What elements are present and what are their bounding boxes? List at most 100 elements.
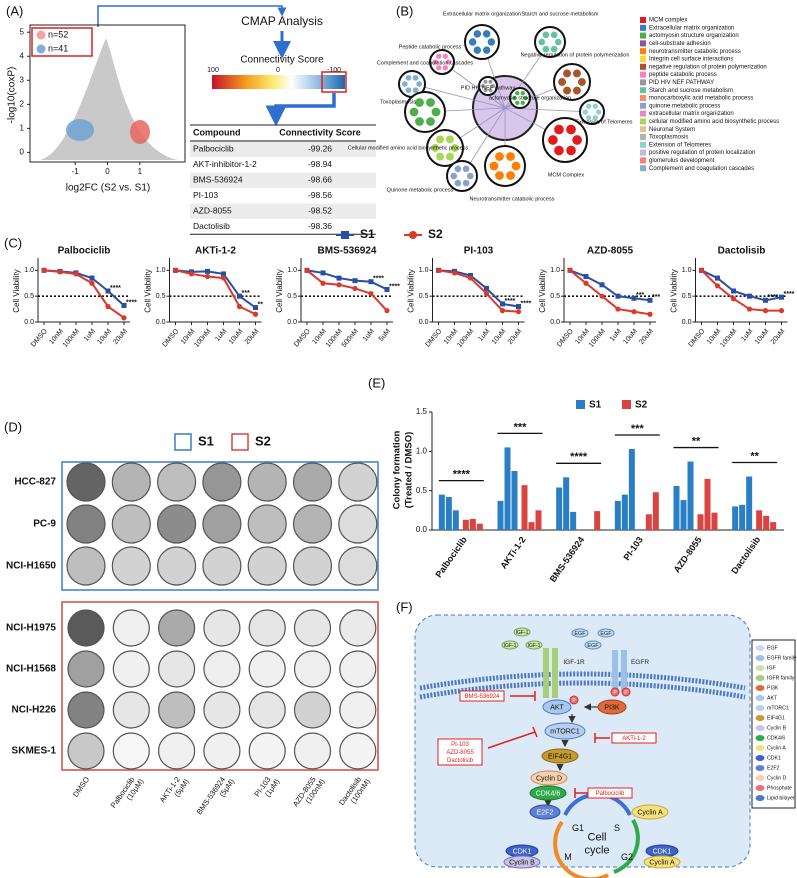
bar [497, 500, 504, 530]
s2-frame [61, 601, 379, 771]
node [538, 38, 546, 46]
cluster [484, 145, 526, 187]
bar [645, 514, 652, 530]
series-line [700, 269, 782, 312]
cluster [542, 117, 588, 163]
receptor [552, 648, 558, 698]
point [762, 308, 769, 314]
point [368, 279, 374, 285]
node [515, 100, 520, 105]
node [445, 135, 454, 144]
flow-arrow [265, 93, 336, 127]
legend-swatch [640, 126, 646, 133]
node [436, 53, 442, 59]
table-header: Compound [193, 127, 241, 137]
x-tick-label: 100nM [588, 328, 607, 349]
significance: **** [570, 451, 588, 463]
table-cell: -98.52 [308, 205, 332, 215]
receptor [543, 648, 549, 698]
plate [293, 609, 332, 647]
x-tick-label: 10uM [754, 328, 771, 346]
significance: *** [631, 423, 645, 435]
legend-label: EIF4G1 [767, 715, 785, 721]
y-tick-label: 1 [20, 123, 25, 132]
x-tick-label: AKTi-1-2 [498, 535, 527, 571]
legend-marker [409, 231, 417, 239]
node [554, 145, 564, 156]
point [220, 275, 227, 281]
point [731, 288, 736, 294]
bar [504, 447, 511, 530]
x-tick-label: 5uM [378, 328, 392, 343]
cluster [478, 76, 498, 96]
chart-title: AZD-8055 [587, 246, 634, 257]
x-tick-label: Palbociclib [433, 534, 469, 579]
node [450, 144, 459, 152]
pathway-label: AKT [550, 704, 564, 711]
cluster-label: Quinone metabolic process [387, 187, 454, 193]
bar [511, 471, 518, 530]
point [336, 282, 342, 288]
bar [614, 500, 621, 530]
legend-swatch [640, 102, 646, 109]
bar [476, 523, 483, 530]
bar [697, 514, 704, 530]
point [714, 283, 721, 289]
legend-swatch [640, 95, 646, 101]
legend-swatch [640, 40, 646, 47]
cluster-label: Complement and coagulation cascades [377, 60, 474, 66]
x-tick-label: 1uM [83, 328, 97, 343]
legend-icon [755, 685, 765, 691]
x-tick-label: 500nM [341, 328, 360, 349]
significance: *** [514, 421, 528, 433]
legend-label: Toxoplasmosis [649, 135, 688, 141]
node [582, 109, 589, 115]
point [567, 267, 573, 273]
series-line [306, 269, 388, 291]
point [500, 301, 505, 307]
molecule [513, 627, 531, 637]
x-tick-label: 100nM [719, 328, 738, 349]
node [473, 46, 482, 54]
node [550, 31, 558, 39]
y-tick-label: 1.5 [416, 407, 428, 416]
bar [739, 504, 746, 530]
bar [746, 476, 753, 530]
significance: **** [784, 291, 795, 298]
node [426, 117, 435, 126]
s1-frame [61, 461, 379, 591]
legend-label: EGFR family [767, 655, 797, 661]
plate [112, 732, 150, 770]
significance: **** [505, 298, 516, 305]
legend-label: extracellular matrix organization [649, 111, 734, 117]
bar [521, 485, 528, 530]
x-tick-label: DMSO [425, 328, 444, 349]
cluster [446, 160, 478, 192]
pathway-label: CDK4/6 [536, 790, 561, 797]
cell-line-label: PC-9 [33, 519, 56, 530]
node [426, 98, 435, 107]
node [416, 81, 423, 87]
pathway-label: Palbociclib [596, 791, 625, 797]
point [516, 304, 521, 309]
node [548, 135, 558, 145]
chart-title: AKTi-1-2 [195, 246, 236, 257]
node [558, 78, 567, 86]
point [121, 315, 127, 321]
significance: **** [373, 276, 384, 283]
pathway-label: EIF4G1 [548, 753, 572, 760]
plate [248, 650, 286, 688]
y-axis-title: Cell Viability [12, 269, 21, 312]
node [488, 79, 493, 84]
node [405, 87, 412, 94]
point [615, 306, 621, 312]
y-tick-label: 0.0 [419, 319, 429, 326]
node [412, 87, 419, 94]
bar [556, 487, 563, 530]
pathway-label: P [624, 690, 628, 696]
x-tick-label: PI-103 [622, 535, 645, 562]
y-tick-label: 5 [20, 27, 25, 36]
plate [203, 691, 241, 729]
up-points [130, 120, 150, 144]
cell-line-label: NCI-H1568 [6, 664, 56, 675]
